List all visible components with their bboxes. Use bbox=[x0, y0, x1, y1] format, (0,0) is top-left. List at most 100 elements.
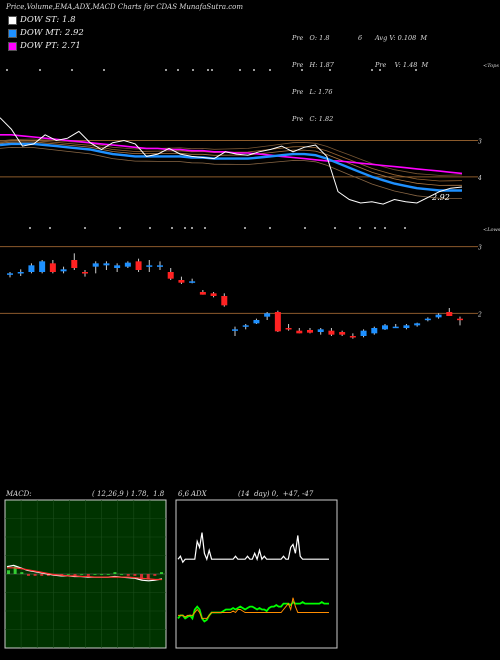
legend-dow-mt: DOW MT: 2.92 bbox=[8, 28, 84, 38]
candle-body bbox=[7, 273, 13, 275]
bottom-marker bbox=[119, 227, 121, 229]
bottom-marker bbox=[404, 227, 406, 229]
top-marker bbox=[415, 69, 417, 71]
ema-ref-label: 4 bbox=[477, 175, 482, 182]
ema-series-line bbox=[0, 117, 463, 205]
candle-body bbox=[114, 265, 121, 268]
macd-histogram-bar bbox=[73, 574, 77, 576]
top-marker bbox=[329, 69, 331, 71]
stat-avg-volume: Avg V: 0.108 M bbox=[375, 34, 428, 42]
candle-body bbox=[92, 263, 99, 267]
macd-histogram-bar bbox=[146, 574, 150, 580]
top-marker bbox=[371, 69, 373, 71]
ema-faint-line bbox=[0, 138, 463, 176]
bottom-marker bbox=[334, 227, 336, 229]
stat-extra: 6 bbox=[358, 16, 362, 52]
price-ref-label: 2 bbox=[477, 311, 482, 318]
legend-swatch-st bbox=[8, 15, 17, 25]
candle-body bbox=[28, 265, 35, 272]
candle-body bbox=[49, 263, 56, 272]
candle-body bbox=[307, 330, 313, 333]
ema-last-value: 2.92 bbox=[431, 193, 450, 202]
bottom-marker bbox=[184, 227, 186, 229]
candle-body bbox=[424, 318, 431, 321]
top-marker bbox=[269, 69, 271, 71]
macd-histogram-bar bbox=[106, 574, 110, 575]
candle-body bbox=[167, 272, 174, 279]
macd-histogram-bar bbox=[86, 574, 90, 576]
stat-extra-value: 6 bbox=[358, 34, 363, 42]
bottom-marker bbox=[244, 227, 246, 229]
bottom-marker bbox=[171, 227, 173, 229]
macd-histogram-bar bbox=[140, 574, 144, 580]
adx-series-line bbox=[177, 532, 329, 564]
top-marker bbox=[239, 69, 241, 71]
macd-histogram-bar bbox=[26, 574, 30, 576]
legend-label-st: DOW ST: 1.8 bbox=[20, 15, 76, 25]
candle-body bbox=[349, 336, 356, 338]
candle-body bbox=[39, 261, 46, 272]
adx-series-line bbox=[178, 597, 329, 619]
ema-faint-line bbox=[0, 146, 463, 199]
legend-dow-pt: DOW PT: 2.71 bbox=[8, 41, 81, 51]
candle-body bbox=[82, 272, 88, 274]
candle-body bbox=[103, 263, 110, 266]
candle-body bbox=[178, 280, 185, 283]
bottom-marker bbox=[359, 227, 361, 229]
candle-body bbox=[146, 265, 153, 267]
ema-series-line bbox=[0, 142, 462, 192]
macd-params: ( 12,26,9 ) 1.78, 1.8 bbox=[92, 490, 165, 498]
candle-body bbox=[414, 323, 421, 326]
macd-histogram-bar bbox=[7, 570, 10, 574]
macd-histogram-bar bbox=[126, 574, 130, 576]
candle-body bbox=[60, 269, 67, 272]
bottom-marker bbox=[49, 227, 51, 229]
macd-histogram-bar bbox=[46, 574, 50, 576]
legend-label-mt: DOW MT: 2.92 bbox=[20, 28, 84, 38]
volume-stats: Avg V: 0.108 M Pre V: 1.48 M bbox=[375, 16, 428, 79]
macd-histogram-bar bbox=[40, 574, 44, 576]
candle-body bbox=[371, 328, 378, 334]
bottom-marker bbox=[149, 227, 151, 229]
candle-body bbox=[360, 330, 367, 336]
macd-histogram-bar bbox=[20, 572, 24, 574]
candle-body bbox=[210, 293, 217, 296]
candle-body bbox=[71, 260, 78, 268]
bottom-marker bbox=[204, 227, 206, 229]
adx-prefix: 6,6 bbox=[178, 490, 190, 498]
macd-histogram-bar bbox=[133, 574, 137, 576]
page-title: Price,Volume,EMA,ADX,MACD Charts for CDA… bbox=[6, 3, 244, 11]
candle-body bbox=[124, 262, 131, 267]
candle-body bbox=[199, 292, 206, 295]
bottom-marker bbox=[191, 227, 193, 229]
macd-histogram-bar bbox=[13, 566, 17, 574]
stat-close: Pre C: 1.82 bbox=[292, 115, 334, 123]
macd-title: MACD: bbox=[6, 490, 32, 498]
candle-body bbox=[232, 329, 238, 331]
candle-body bbox=[285, 328, 292, 330]
candle-body bbox=[242, 325, 249, 327]
candle-body bbox=[189, 281, 196, 283]
stat-open: Pre O: 1.8 bbox=[292, 34, 330, 42]
candle-body bbox=[382, 325, 388, 330]
legend-label-pt: DOW PT: 2.71 bbox=[20, 41, 81, 51]
bottom-marker bbox=[29, 227, 31, 229]
bottom-marker bbox=[269, 227, 271, 229]
macd-histogram-bar bbox=[80, 574, 84, 575]
ema-faint-line bbox=[0, 141, 462, 186]
top-marker bbox=[6, 69, 8, 71]
top-marker bbox=[253, 69, 255, 71]
macd-histogram-bar bbox=[120, 574, 124, 575]
top-marker bbox=[39, 69, 41, 71]
candle-body bbox=[264, 313, 271, 317]
legend-swatch-mt bbox=[8, 28, 17, 38]
bottom-marker bbox=[304, 227, 306, 229]
ema-tops-label: <Tops bbox=[483, 63, 499, 69]
ema-ref-label: 3 bbox=[478, 138, 482, 145]
ema-lows-label: <Lows bbox=[483, 227, 500, 233]
stat-prev-volume: Pre V: 1.48 M bbox=[375, 61, 429, 69]
macd-histogram-bar bbox=[160, 572, 163, 574]
legend-dow-st: DOW ST: 1.8 bbox=[8, 15, 76, 25]
macd-histogram-bar bbox=[100, 574, 104, 575]
